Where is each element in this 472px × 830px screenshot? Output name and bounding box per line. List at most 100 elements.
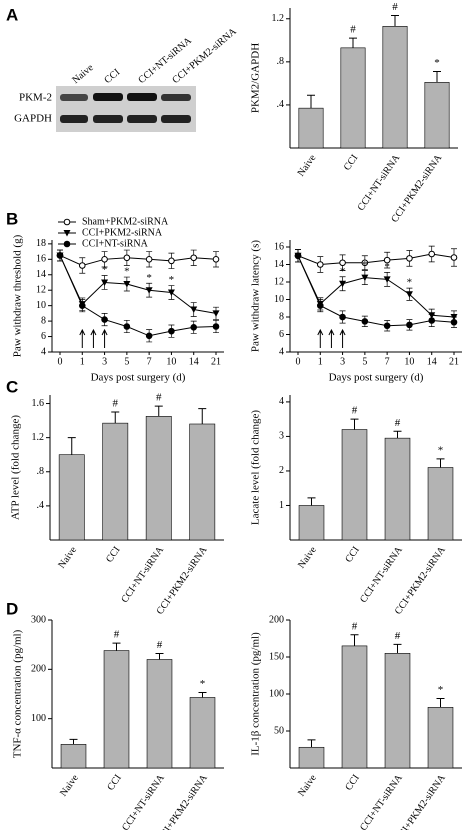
bar bbox=[58, 454, 85, 541]
point bbox=[78, 302, 86, 309]
x-tick-label: 3 bbox=[340, 356, 345, 367]
x-tick-label: 21 bbox=[449, 356, 459, 367]
x-tick-label: 7 bbox=[147, 356, 152, 367]
panel-letter: D bbox=[6, 599, 18, 618]
y-tick-label: 2 bbox=[279, 465, 284, 476]
annotation: # bbox=[395, 417, 401, 429]
y-tick-label: 1.2 bbox=[32, 432, 45, 443]
point bbox=[123, 323, 131, 330]
blot-band bbox=[161, 94, 191, 101]
annotation: * bbox=[407, 277, 413, 289]
y-axis-label: PKM2/GAPDH bbox=[250, 43, 262, 113]
bar bbox=[60, 744, 87, 769]
point bbox=[339, 259, 346, 267]
point bbox=[212, 310, 220, 317]
error-bar bbox=[350, 418, 359, 430]
error-bar bbox=[111, 411, 120, 424]
y-tick-label: 4 bbox=[41, 346, 46, 357]
y-tick-label: 1.6 bbox=[32, 398, 45, 409]
point bbox=[383, 276, 391, 283]
point bbox=[450, 318, 458, 326]
point bbox=[383, 322, 391, 330]
annotation: * bbox=[362, 259, 368, 271]
annotation: # bbox=[156, 392, 162, 404]
y-tick-label: 14 bbox=[36, 269, 46, 280]
x-tick-label: CCI+NT-siRNA bbox=[120, 772, 167, 830]
x-axis-label: Days post surgery (d) bbox=[91, 372, 186, 384]
point bbox=[123, 254, 131, 262]
y-tick-label: 14 bbox=[274, 259, 284, 270]
blot-lane-label: Naive bbox=[70, 62, 96, 86]
annotation: * bbox=[200, 678, 206, 690]
y-tick-label: 100 bbox=[269, 688, 284, 699]
injection-arrow bbox=[339, 328, 346, 348]
error-bar bbox=[436, 697, 445, 708]
annotation: * bbox=[438, 684, 444, 696]
y-tick-label: 4 bbox=[279, 396, 284, 407]
y-axis-label: Paw withdraw threshold (g) bbox=[12, 234, 24, 357]
error-bar bbox=[112, 642, 121, 651]
error-bar bbox=[307, 739, 316, 748]
point bbox=[190, 306, 198, 314]
blot-row-label: PKM-2 bbox=[19, 92, 52, 104]
bar bbox=[102, 422, 129, 541]
injection-arrow bbox=[317, 328, 324, 348]
point bbox=[361, 318, 369, 325]
x-tick-label: Naive bbox=[296, 152, 319, 178]
x-tick-label: 10 bbox=[166, 356, 176, 367]
point bbox=[383, 256, 391, 264]
y-tick-label: 4 bbox=[279, 346, 284, 357]
legend-label: CCI+PKM2-siRNA bbox=[82, 227, 163, 238]
point bbox=[294, 252, 302, 260]
point bbox=[339, 313, 346, 321]
bar bbox=[427, 467, 454, 541]
bar bbox=[341, 645, 368, 769]
x-tick-label: 0 bbox=[58, 356, 63, 367]
x-tick-label: 1 bbox=[80, 356, 85, 367]
error-bar bbox=[433, 71, 441, 83]
point bbox=[145, 287, 153, 294]
x-tick-label: CCI+NT-siRNA bbox=[358, 772, 405, 830]
point bbox=[212, 256, 220, 263]
y-tick-label: .8 bbox=[37, 466, 45, 477]
annotation: # bbox=[352, 405, 358, 417]
point bbox=[450, 254, 458, 261]
point bbox=[101, 279, 109, 286]
annotation: # bbox=[113, 398, 119, 410]
point bbox=[190, 254, 198, 262]
x-tick-label: Naive bbox=[296, 544, 319, 570]
x-tick-label: Naive bbox=[56, 544, 79, 570]
y-tick-label: 200 bbox=[269, 614, 284, 625]
x-tick-label: CCI+NT-siRNA bbox=[358, 544, 405, 605]
annotation: # bbox=[352, 620, 358, 632]
blot-lane-label: CCI+PKM2-siRNA bbox=[170, 26, 239, 86]
bar bbox=[340, 47, 366, 149]
y-axis-label: IL-1β concentration (pg/ml) bbox=[250, 632, 262, 756]
y-tick-label: 8 bbox=[41, 315, 46, 326]
x-axis-label: Days post surgery (d) bbox=[329, 372, 424, 384]
x-tick-label: 7 bbox=[385, 356, 390, 367]
point bbox=[168, 257, 175, 265]
blot-band bbox=[60, 94, 88, 101]
x-tick-label: CCI bbox=[343, 773, 362, 793]
error-bar bbox=[350, 634, 359, 646]
y-tick-label: 12 bbox=[274, 276, 284, 287]
x-tick-label: 10 bbox=[404, 356, 414, 367]
x-tick-label: CCI bbox=[342, 153, 361, 173]
point bbox=[123, 281, 131, 288]
point bbox=[405, 291, 413, 298]
y-axis-label: TNF-α concentration (pg/ml) bbox=[12, 629, 24, 758]
error-bar bbox=[391, 15, 399, 27]
annotation: * bbox=[438, 444, 444, 456]
point bbox=[101, 256, 108, 263]
series-line bbox=[59, 254, 217, 267]
annotation: # bbox=[392, 1, 398, 13]
bar bbox=[341, 429, 368, 541]
point bbox=[145, 256, 153, 263]
bar bbox=[146, 659, 173, 769]
y-tick-label: 3 bbox=[279, 431, 284, 442]
point bbox=[428, 250, 436, 258]
x-tick-label: 5 bbox=[362, 356, 367, 367]
y-tick-label: 1 bbox=[279, 500, 284, 511]
